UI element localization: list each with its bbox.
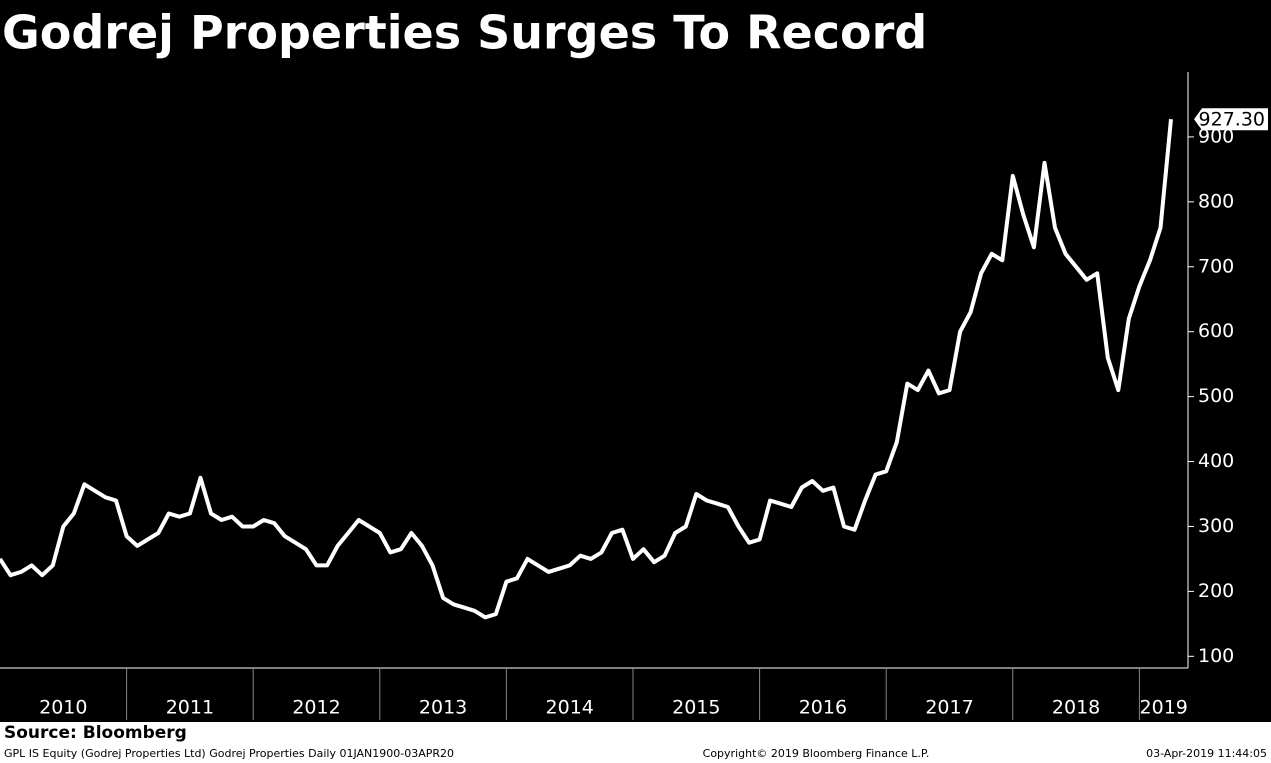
chart-background bbox=[0, 0, 1271, 722]
y-tick-label: 600 bbox=[1198, 320, 1234, 342]
x-tick-label: 2010 bbox=[39, 697, 87, 719]
last-value-label: 927.30 bbox=[1199, 109, 1265, 131]
y-tick-label: 800 bbox=[1198, 190, 1234, 212]
x-tick-label: 2015 bbox=[672, 697, 720, 719]
y-tick-label: 300 bbox=[1198, 515, 1234, 537]
x-tick-label: 2017 bbox=[925, 697, 973, 719]
y-tick-label: 500 bbox=[1198, 385, 1234, 407]
source: Source: Bloomberg bbox=[4, 723, 187, 743]
y-tick-label: 200 bbox=[1198, 580, 1234, 602]
x-tick-label: 2016 bbox=[799, 697, 847, 719]
y-tick-label: 700 bbox=[1198, 255, 1234, 277]
x-tick-label: 2019 bbox=[1140, 697, 1188, 719]
last-value-box bbox=[1194, 108, 1268, 131]
x-tick-label: 2013 bbox=[419, 697, 467, 719]
x-tick-label: 2018 bbox=[1052, 697, 1100, 719]
y-tick-label: 100 bbox=[1198, 645, 1234, 667]
price-line bbox=[0, 119, 1173, 620]
y-tick-label: 900 bbox=[1198, 125, 1234, 147]
footer-right: 03-Apr-2019 11:44:05 bbox=[1146, 747, 1267, 760]
y-tick-label: 400 bbox=[1198, 450, 1234, 472]
footer-left: GPL IS Equity (Godrej Properties Ltd) Go… bbox=[4, 747, 454, 760]
footer-center: Copyright© 2019 Bloomberg Finance L.P. bbox=[703, 747, 930, 760]
x-tick-label: 2012 bbox=[292, 697, 340, 719]
chart-title: Godrej Properties Surges To Record bbox=[2, 6, 927, 60]
x-tick-label: 2014 bbox=[546, 697, 594, 719]
x-tick-label: 2011 bbox=[166, 697, 214, 719]
